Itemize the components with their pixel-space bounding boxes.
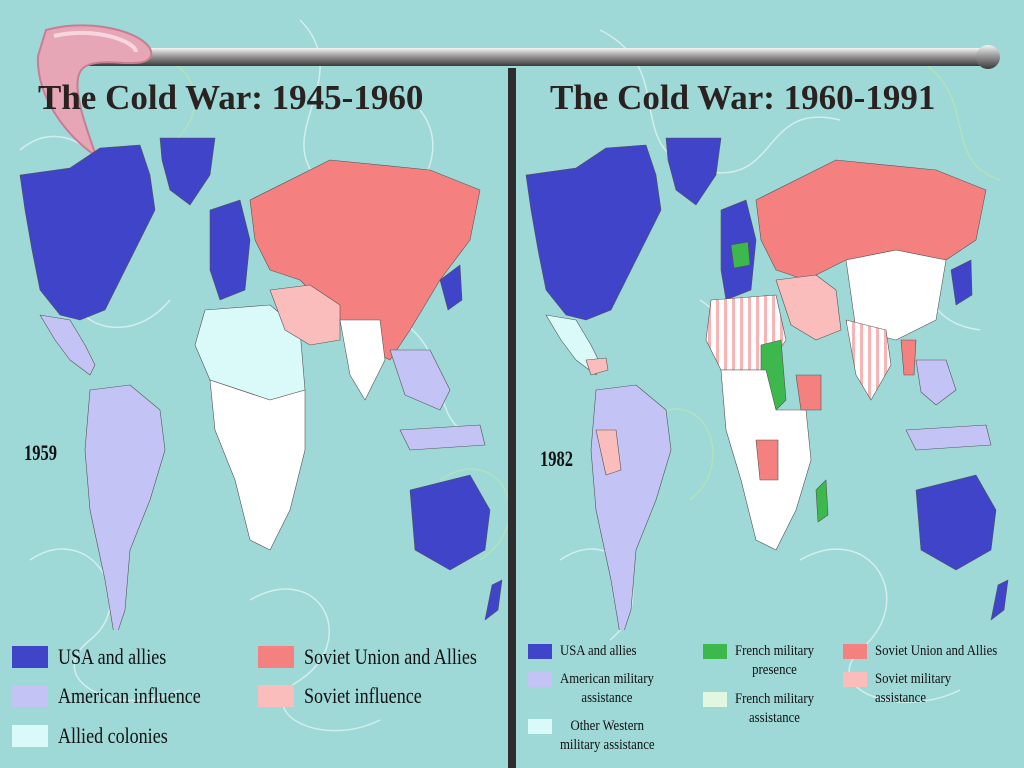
legend-label: French military assistance [735,691,814,726]
ussr-china [249,159,481,361]
legend-label: American military assistance [560,671,654,706]
vietnam [900,339,917,376]
legend-french-assistance: French military assistance [703,690,828,728]
legend-label: USA and allies [58,644,167,669]
legend-american-military-assistance: American military assistance [528,670,670,708]
australia [409,474,491,571]
year-label-right: 1982 [540,446,573,471]
legend-swatch [703,692,727,707]
ethiopia [795,374,822,411]
north-america [525,144,662,321]
middle-east [775,274,842,341]
legend-soviet-allies-right: Soviet Union and Allies [843,642,1019,661]
legend-label: Soviet influence [304,683,422,708]
cuba-nicaragua [585,357,609,376]
legend-usa-allies-right: USA and allies [528,642,650,661]
legend-swatch [258,685,294,707]
greenland [159,137,216,206]
angola [755,439,779,481]
legend-swatch [703,644,727,659]
japan [439,264,463,311]
madagascar [815,479,829,523]
legend-swatch [843,644,867,659]
legend-allied-colonies: Allied colonies [12,725,192,747]
greenland [665,137,722,206]
indonesia [399,424,486,451]
legend-label: USA and allies [560,643,637,659]
southeast-asia [915,359,957,406]
legend-swatch [12,725,48,747]
legend-label: American influence [58,683,201,708]
new-zealand [990,579,1009,621]
peru [595,429,622,476]
legend-swatch [258,646,294,668]
central-southern-africa [209,379,306,551]
legend-soviet-allies: Soviet Union and Allies [258,646,515,668]
legend-label: Soviet military assistance [875,671,952,706]
boomerang-ornament [36,24,153,159]
year-label-left: 1959 [24,440,57,465]
legend-swatch [528,672,552,687]
center-divider [508,68,516,768]
indonesia [905,424,992,451]
legend-label: Soviet Union and Allies [875,643,998,659]
middle-east [269,284,341,346]
southeast-asia [389,349,451,411]
central-america [39,314,96,376]
world-map-1982 [525,137,1009,630]
legend-label: French military presence [735,643,814,678]
legend-soviet-influence: Soviet influence [258,685,448,707]
north-america [19,144,156,321]
legend-usa-allies: USA and allies [12,646,190,668]
left-title: The Cold War: 1945-1960 [38,78,424,117]
legend-swatch [843,672,867,687]
legend-label: Allied colonies [58,723,168,748]
title-bar-rod [50,45,1000,69]
legend-other-western-assistance: Other Western military assistance [528,717,671,755]
legend-swatch [528,644,552,659]
india [845,319,892,401]
south-america [84,384,166,630]
france [730,241,751,269]
legend-label: Other Western military assistance [560,718,655,753]
western-europe [209,199,251,301]
right-title: The Cold War: 1960-1991 [550,78,936,117]
legend-american-influence: American influence [12,685,232,707]
world-map-1959 [19,137,503,630]
legend-soviet-assistance: Soviet military assistance [843,670,1024,708]
legend-swatch [12,685,48,707]
south-america [590,384,672,630]
australia [915,474,997,571]
japan [950,259,973,306]
legend-label: Soviet Union and Allies [304,644,477,669]
legend-swatch [12,646,48,668]
legend-french-presence: French military presence [703,642,828,680]
india [339,319,386,401]
new-zealand [484,579,503,621]
legend-swatch [528,719,552,734]
